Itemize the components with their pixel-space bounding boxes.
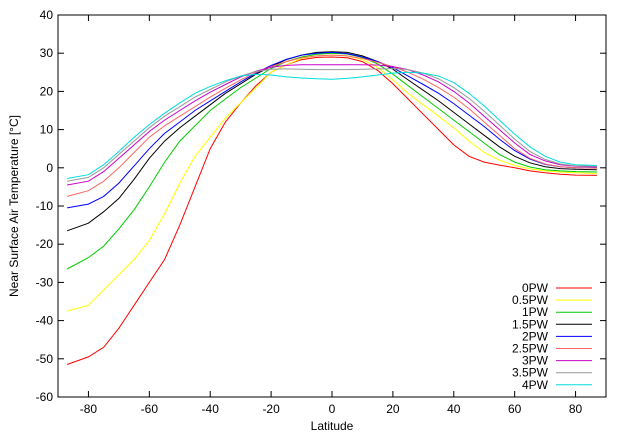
series-line-0PW <box>66 56 597 365</box>
x-tick-label: 20 <box>386 402 400 416</box>
y-tick-label: 40 <box>40 8 54 22</box>
y-axis-ticks: -60 -50 -40 -30 -20 -10 0 10 20 30 40 <box>36 8 606 404</box>
series-line-2PW <box>67 51 597 209</box>
series-line-4PW <box>67 71 597 179</box>
series-lines <box>66 51 597 365</box>
series-line-1.5PW <box>66 51 597 232</box>
x-tick-label: 40 <box>447 402 461 416</box>
series-line-3PW <box>67 64 597 186</box>
y-tick-label: -20 <box>36 237 54 251</box>
y-tick-label: 10 <box>40 123 54 137</box>
y-tick-label: -40 <box>36 314 54 328</box>
legend-label-1PW: 1PW <box>522 305 549 319</box>
legend-label-3PW: 3PW <box>522 354 549 368</box>
x-axis-ticks: -80 -60 -40 -20 0 20 40 60 80 <box>80 15 583 416</box>
legend-label-3.5PW: 3.5PW <box>512 366 549 380</box>
x-tick-label: 60 <box>508 402 522 416</box>
x-tick-label: -40 <box>202 402 220 416</box>
legend-label-1.5PW: 1.5PW <box>512 317 549 331</box>
legend-label-0.5PW: 0.5PW <box>512 293 549 307</box>
y-tick-label: 30 <box>40 46 54 60</box>
y-tick-label: 20 <box>40 84 54 98</box>
x-axis-label: Latitude <box>311 419 354 433</box>
y-tick-label: -30 <box>36 275 54 289</box>
series-line-0.5PW <box>66 54 597 312</box>
plot-frame <box>57 14 607 398</box>
legend-label-2.5PW: 2.5PW <box>512 342 549 356</box>
legend-label-0PW: 0PW <box>522 281 549 295</box>
x-tick-label: -20 <box>262 402 280 416</box>
y-tick-label: -50 <box>36 352 54 366</box>
legend-label-2PW: 2PW <box>522 329 549 343</box>
x-tick-label: -80 <box>80 402 98 416</box>
series-line-1PW <box>66 52 597 270</box>
y-tick-label: -60 <box>36 390 54 404</box>
x-tick-label: 80 <box>569 402 583 416</box>
x-tick-label: -60 <box>141 402 159 416</box>
series-line-3.5PW <box>67 67 597 182</box>
y-axis-label: Near Surface Air Temperature [°C] <box>7 115 21 297</box>
x-tick-label: 0 <box>329 402 336 416</box>
y-tick-label: 0 <box>46 161 53 175</box>
y-tick-label: -10 <box>36 199 54 213</box>
legend-label-4PW: 4PW <box>522 378 549 392</box>
series-line-2.5PW <box>66 54 597 197</box>
